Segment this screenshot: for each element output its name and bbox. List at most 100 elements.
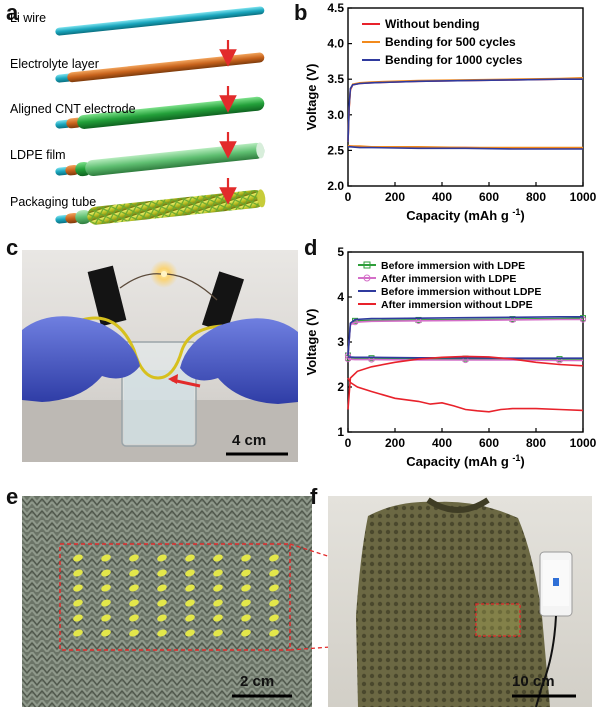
stitch <box>101 629 111 637</box>
stitch <box>129 569 139 577</box>
x-tick-label: 200 <box>385 190 405 204</box>
stitch <box>213 584 223 592</box>
stitch <box>241 629 251 637</box>
sweater <box>356 501 550 707</box>
electrode-left <box>87 265 127 327</box>
stitch <box>101 599 111 607</box>
y-tick-label: 2.5 <box>327 143 344 157</box>
stitch <box>101 614 111 622</box>
stitch <box>269 584 279 592</box>
label-electrolyte-layer: Electrolyte layer <box>10 57 99 71</box>
stitch <box>129 629 139 637</box>
panel-letter-f: f <box>310 484 318 509</box>
legend-label-2: Before immersion without LDPE <box>381 286 541 298</box>
x-tick-label: 1000 <box>570 436 597 450</box>
y-tick-label: 5 <box>337 245 344 259</box>
li-wire-drawing <box>55 6 265 36</box>
x-axis-label: Capacity (mAh g -1) <box>406 207 525 223</box>
series-line-1-charge <box>347 77 584 142</box>
stitch <box>101 584 111 592</box>
photo-e-drawing <box>22 496 312 707</box>
stitch <box>269 554 279 562</box>
y-tick-label: 2.0 <box>327 179 344 193</box>
x-tick-label: 0 <box>345 190 352 204</box>
stitch <box>73 569 83 577</box>
label-li-wire: Li wire <box>10 11 46 25</box>
x-tick-label: 1000 <box>570 190 597 204</box>
stitch <box>269 599 279 607</box>
stitch <box>129 584 139 592</box>
electrode-right <box>201 271 245 333</box>
stitch <box>157 629 167 637</box>
x-tick-label: 600 <box>479 436 499 450</box>
legend-label-1: After immersion with LDPE <box>381 273 516 285</box>
cable <box>535 615 557 707</box>
stitch <box>129 599 139 607</box>
stitch <box>157 554 167 562</box>
y-tick-label: 3.5 <box>327 72 344 86</box>
x-axis-label: Capacity (mAh g -1) <box>406 453 525 469</box>
scale-label-f: 10 cm <box>512 673 555 690</box>
photo-f-drawing <box>356 497 576 707</box>
stitch <box>213 569 223 577</box>
scale-label-c: 4 cm <box>232 432 267 449</box>
panel-letter-c: c <box>6 235 19 260</box>
panel-letter-d: d <box>304 235 318 260</box>
panel-a-schematic: Li wire Electrolyte layer Aligned CNT el… <box>10 6 266 225</box>
plot-frame <box>347 7 584 187</box>
chart-d: 0 200 400 600 800 1000 1 2 3 4 5 Capacity (mAh g -1… <box>304 245 597 469</box>
stitch <box>213 629 223 637</box>
stitch <box>157 584 167 592</box>
x-tick-label: 0 <box>345 436 352 450</box>
series-line-2-discharge <box>348 146 583 150</box>
stitch <box>241 554 251 562</box>
stitch <box>213 554 223 562</box>
stitch <box>185 584 195 592</box>
legend-marker-0 <box>363 261 371 269</box>
series-marker-1 <box>344 356 352 363</box>
panel-letter-e: e <box>6 484 19 509</box>
stitch <box>185 554 195 562</box>
series-line-1-discharge <box>347 144 583 149</box>
y-axis-label: Voltage (V) <box>304 309 319 376</box>
stitch <box>213 614 223 622</box>
y-tick-label: 4 <box>337 290 344 304</box>
left-glove <box>22 316 140 402</box>
ldpe-film-drawing <box>55 142 265 177</box>
series-line-3-charge <box>347 355 584 410</box>
label-ldpe-film: LDPE film <box>10 148 66 162</box>
stitch <box>241 584 251 592</box>
chart-b: 0 200 400 600 800 1000 2.0 2.5 3.0 3.5 4.0 4.5 Capac… <box>304 1 597 223</box>
stitch <box>185 614 195 622</box>
stitch <box>241 569 251 577</box>
photo-c-drawing <box>22 260 298 462</box>
electrolyte-drawing <box>55 52 265 83</box>
fiber-battery <box>81 316 223 380</box>
stitch <box>73 629 83 637</box>
photo-f-sweater: 10 cm <box>328 496 592 707</box>
legend-label-0: Without bending <box>385 17 480 31</box>
y-tick-label: 3.0 <box>327 108 344 122</box>
label-aligned-cnt-electrode: Aligned CNT electrode <box>10 102 136 116</box>
scale-label-e: 2 cm <box>240 673 275 690</box>
x-tick-label: 200 <box>385 436 405 450</box>
stitch <box>241 614 251 622</box>
y-axis-label: Voltage (V) <box>304 64 319 131</box>
stitch <box>73 554 83 562</box>
y-tick-label: 1 <box>337 425 344 439</box>
x-tick-label: 800 <box>526 436 546 450</box>
stitch <box>269 614 279 622</box>
stitch <box>269 569 279 577</box>
cnt-electrode-drawing <box>55 96 265 129</box>
stitch <box>241 599 251 607</box>
legend-label-2: Bending for 1000 cycles <box>385 53 523 67</box>
stitch <box>185 569 195 577</box>
stitch <box>129 614 139 622</box>
stitch <box>157 614 167 622</box>
stitch <box>157 599 167 607</box>
series-line-1-charge <box>347 318 583 356</box>
legend-label-3: After immersion without LDPE <box>381 299 533 311</box>
y-tick-label: 2 <box>337 380 344 394</box>
x-tick-label: 600 <box>479 190 499 204</box>
stitch <box>269 629 279 637</box>
